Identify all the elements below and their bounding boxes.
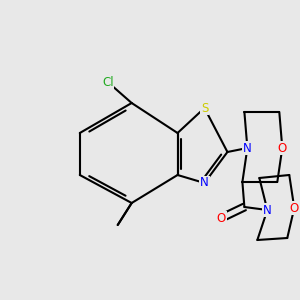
Text: O: O bbox=[290, 202, 299, 214]
Text: Cl: Cl bbox=[102, 76, 113, 88]
Text: O: O bbox=[217, 212, 226, 224]
Text: S: S bbox=[201, 101, 208, 115]
Text: N: N bbox=[200, 176, 209, 190]
Text: N: N bbox=[243, 142, 252, 154]
Text: O: O bbox=[278, 142, 287, 154]
Text: N: N bbox=[263, 203, 272, 217]
